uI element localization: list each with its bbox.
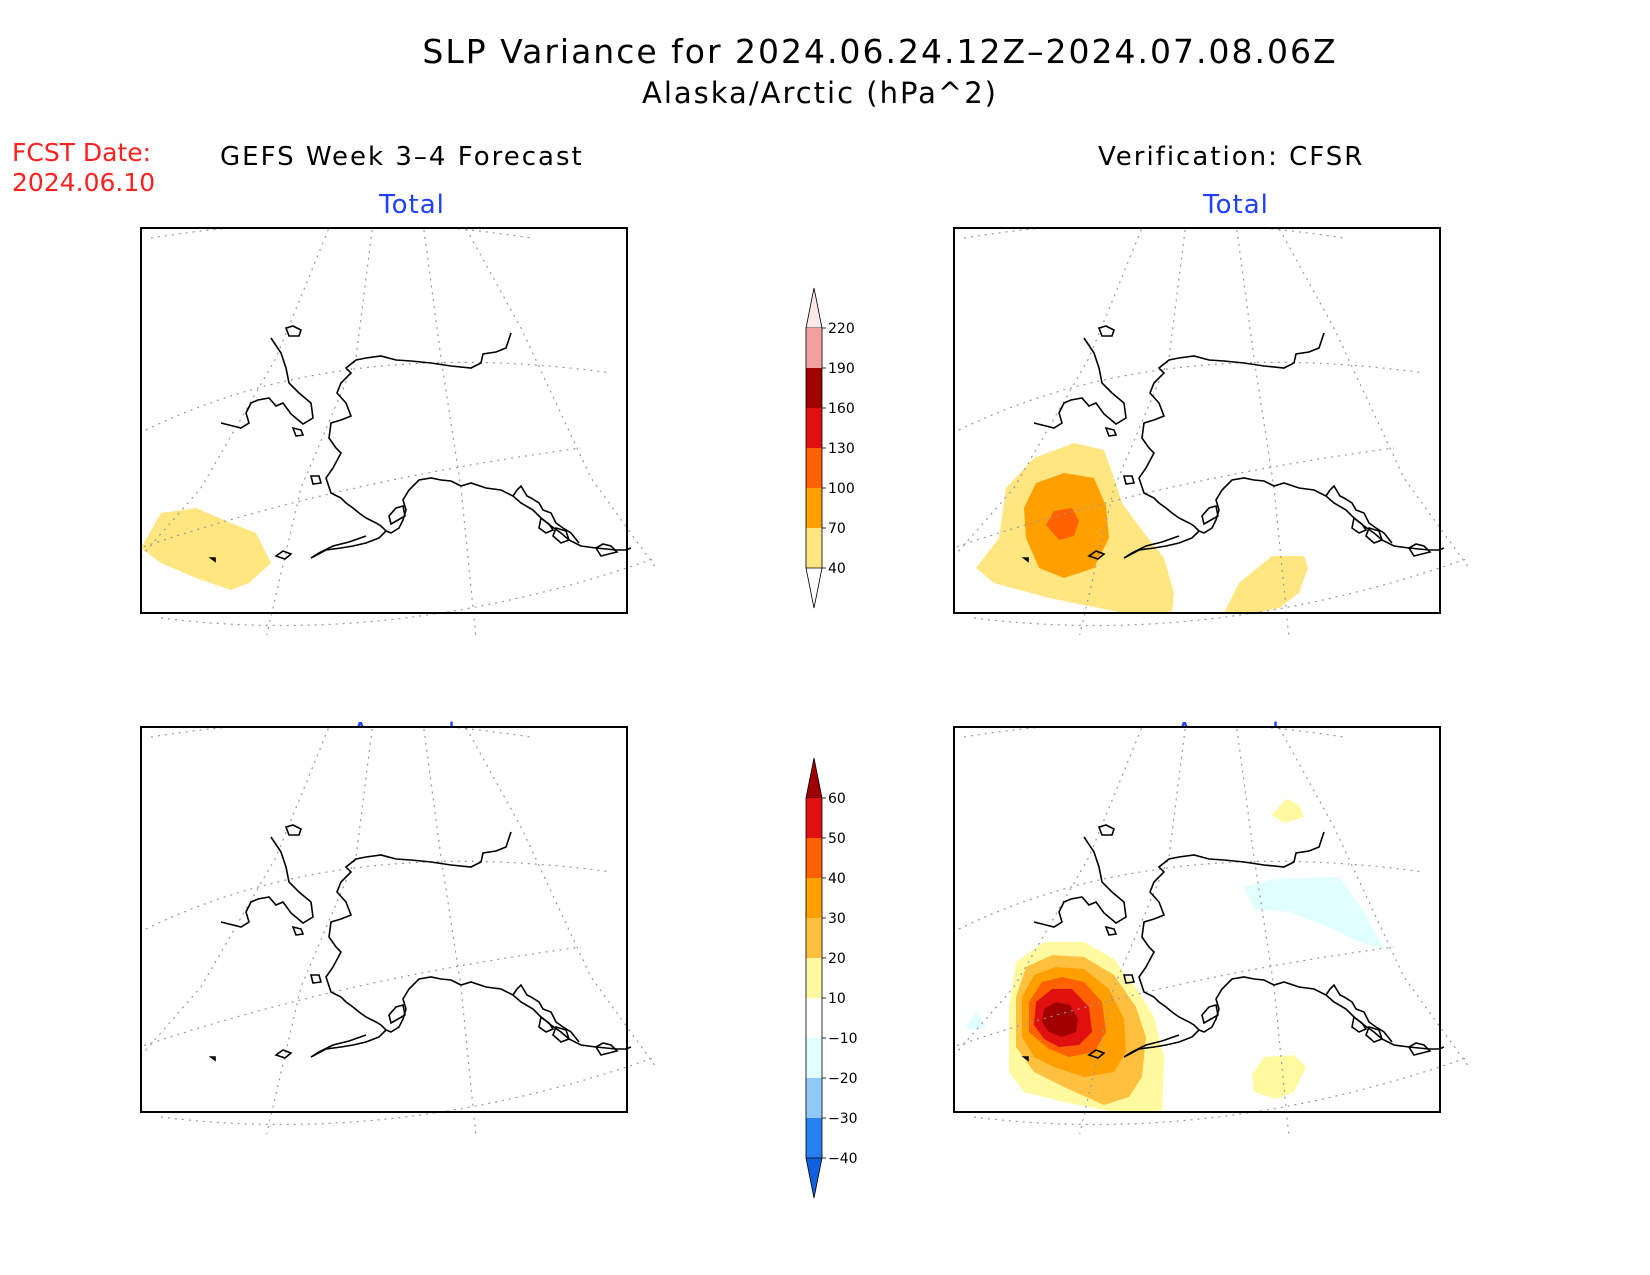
anomaly-colorbar-tick-label: 40 [828,871,846,887]
total-colorbar-tick-label: 130 [828,441,855,457]
total-colorbar-swatch-2 [806,488,822,528]
anomaly-colorbar-outline [805,798,823,1158]
total-colorbar-tick-label: 220 [828,321,855,337]
anomaly-colorbar-tick-label: 50 [828,831,846,847]
anomaly-colorbar-swatch-9 [806,798,822,838]
anomaly-colorbar: −40 −30 −20 −10 10 20 30 40 50 60 [805,757,858,1199]
anomaly-colorbar-swatch-7 [806,878,822,918]
total-colorbar-tick-label: 40 [828,561,846,577]
forecast-anomaly-background [141,727,627,1112]
verification-total-fill-40-south [1224,556,1308,613]
total-colorbar-swatch-3 [806,448,822,488]
figure-title: SLP Variance for 2024.06.24.12Z–2024.07.… [422,32,1338,71]
verification-total-label: Total [1203,190,1269,220]
total-colorbar: 40 70 100 130 160 190 220 [805,287,855,609]
forecast-total-fill-40 [141,508,271,590]
total-colorbar-tick-label: 100 [828,481,855,497]
total-colorbar-swatch-1 [806,528,822,568]
forecast-total-label: Total [379,190,445,220]
anomaly-colorbar-swatch-10 [805,757,823,799]
total-colorbar-swatch-5 [806,368,822,408]
total-colorbar-swatch-4 [806,408,822,448]
anomaly-colorbar-tick-label: −20 [828,1071,858,1087]
anomaly-colorbar-swatch-5 [806,958,822,998]
anomaly-colorbar-swatch-2 [806,1078,822,1118]
forecast-anomaly-panel [140,726,656,1134]
verification-anomaly-fill-neg10 [1244,877,1384,949]
anomaly-colorbar-tick-label: 30 [828,911,846,927]
total-colorbar-swatch-0 [805,567,823,609]
verification-total-fill-100 [1046,508,1079,540]
anomaly-colorbar-tick-label: 10 [828,991,846,1007]
figure-subtitle: Alaska/Arctic (hPa^2) [642,76,998,110]
anomaly-colorbar-swatch-8 [806,838,822,878]
forecast-heading: GEFS Week 3–4 Forecast [220,142,584,172]
forecast-total-panel [140,227,656,635]
fcst-date: 2024.06.10 [12,168,156,197]
anomaly-colorbar-tick-label: 60 [828,791,846,807]
verification-total-frame [953,227,1441,614]
anomaly-colorbar-tick-label: 20 [828,951,846,967]
verification-anomaly-fill-neg10-west [966,1012,986,1031]
verification-anomaly-fill-10-north [1272,799,1304,823]
total-colorbar-tick-label: 160 [828,401,855,417]
anomaly-colorbar-tick-label: −30 [828,1111,858,1127]
forecast-total-frame [140,227,628,614]
forecast-anomaly-frame [140,726,628,1113]
verification-anomaly-fill-60 [1042,1002,1078,1037]
total-colorbar-swatch-7 [805,287,823,329]
verification-heading: Verification: CFSR [1098,142,1365,172]
verification-anomaly-panel [953,726,1469,1134]
verification-anomaly-fill-10-south [1252,1055,1306,1099]
verification-total-panel [953,227,1469,635]
anomaly-colorbar-tick-label: −10 [828,1031,858,1047]
total-colorbar-swatch-6 [806,328,822,368]
anomaly-colorbar-swatch-3 [806,1038,822,1078]
anomaly-colorbar-swatch-0 [805,1157,823,1199]
total-colorbar-tick-label: 70 [828,521,846,537]
anomaly-colorbar-swatch-6 [806,918,822,958]
verification-anomaly-frame [953,726,1441,1113]
total-colorbar-tick-label: 190 [828,361,855,377]
anomaly-colorbar-swatch-4 [806,998,822,1038]
anomaly-colorbar-tick-label: −40 [828,1151,858,1167]
fcst-label: FCST Date: [12,138,152,167]
anomaly-colorbar-swatch-1 [806,1118,822,1158]
